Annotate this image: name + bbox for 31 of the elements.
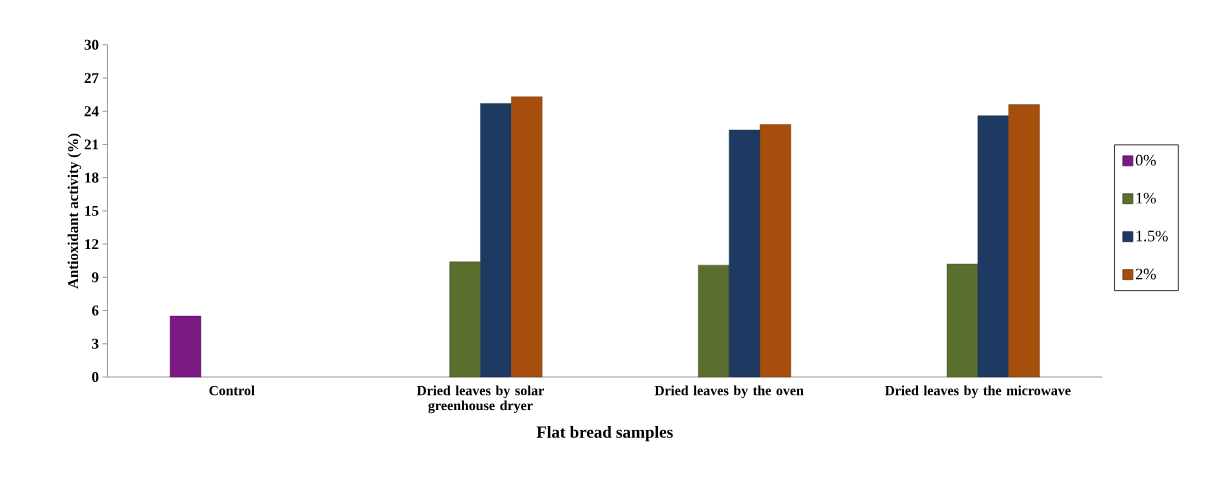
y-tick-label: 3	[92, 338, 99, 349]
y-tick-label: 9	[91, 272, 99, 283]
legend-label: 2%	[1135, 268, 1156, 280]
bar	[511, 96, 543, 377]
x-tick-label: Control	[209, 385, 255, 396]
y-tick-label: 0	[92, 371, 99, 382]
bar	[728, 129, 761, 377]
y-tick-label: 15	[85, 205, 99, 216]
legend-label: 1%	[1136, 192, 1156, 204]
y-tick-label: 18	[85, 172, 99, 183]
bar	[169, 315, 202, 377]
bar	[759, 124, 792, 377]
bar	[1008, 104, 1040, 377]
y-tick-label: 21	[84, 139, 99, 150]
bar	[946, 263, 979, 377]
x-tick-label: Dried leaves by solar greenhouse dryer	[416, 385, 544, 413]
y-tick-label: 24	[84, 106, 99, 116]
y-tick-label: 12	[85, 238, 99, 249]
legend-label: 1.5%	[1136, 230, 1168, 242]
bar	[480, 103, 512, 377]
y-tick-label: 30	[84, 39, 99, 50]
bar	[698, 264, 730, 377]
y-axis-title: Antioxidant activity (%)	[67, 133, 82, 289]
legend-label: 0%	[1135, 154, 1156, 166]
bar	[449, 261, 481, 377]
x-tick-label: Dried leaves by the oven	[654, 385, 804, 398]
y-tick-label: 6	[92, 305, 99, 316]
x-tick-label: Dried leaves by the microwave	[885, 385, 1071, 398]
x-axis-title: Flat bread samples	[536, 425, 673, 442]
y-tick-label: 27	[84, 72, 99, 83]
bar	[977, 115, 1009, 377]
